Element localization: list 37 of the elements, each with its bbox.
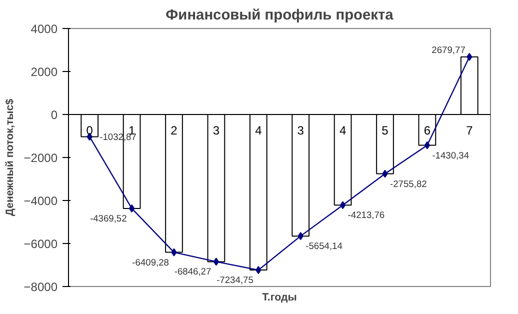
x-tick-label: 3 (212, 124, 220, 138)
point (171, 248, 177, 256)
data-label: 2679,77 (432, 44, 466, 55)
point (382, 170, 388, 178)
data-label: -5654,14 (306, 241, 342, 252)
x-tick-label: 0 (86, 124, 94, 138)
y-tick-label: 4000 (30, 22, 58, 36)
data-label: -7234,75 (216, 275, 254, 286)
y-tick-label: −8000 (24, 280, 58, 294)
x-axis-title: Т.годы (262, 292, 297, 304)
data-label: -2755,82 (390, 178, 427, 189)
point (213, 258, 220, 266)
point (128, 204, 135, 212)
y-tick-label: −2000 (24, 151, 58, 165)
x-tick-label: 2 (170, 124, 178, 138)
x-tick-label: 3 (297, 124, 304, 138)
data-label: -6409,28 (132, 257, 170, 268)
y-axis-title: Денежный поток,тыс$ (4, 98, 16, 216)
x-tick-label: 7 (466, 124, 474, 138)
chart-title: Финансовый профиль проекта (166, 8, 394, 24)
x-tick-label: 4 (255, 124, 262, 138)
point (340, 201, 346, 210)
y-tick-label: 0 (50, 108, 58, 122)
y-tick-label: 2000 (30, 65, 58, 79)
point (298, 232, 304, 240)
data-label: -1430,34 (432, 150, 470, 160)
y-tick-label: −6000 (24, 237, 58, 251)
point (466, 52, 472, 61)
x-tick-label: 4 (339, 124, 346, 138)
data-label: -4369,52 (90, 213, 127, 224)
x-tick-label: 5 (382, 124, 389, 138)
data-label: -6846,27 (174, 266, 212, 277)
x-tick-label: 6 (424, 124, 431, 138)
data-label: -4213,76 (348, 210, 385, 220)
point (256, 266, 262, 274)
y-tick-label: −4000 (24, 194, 58, 208)
point (424, 141, 430, 150)
